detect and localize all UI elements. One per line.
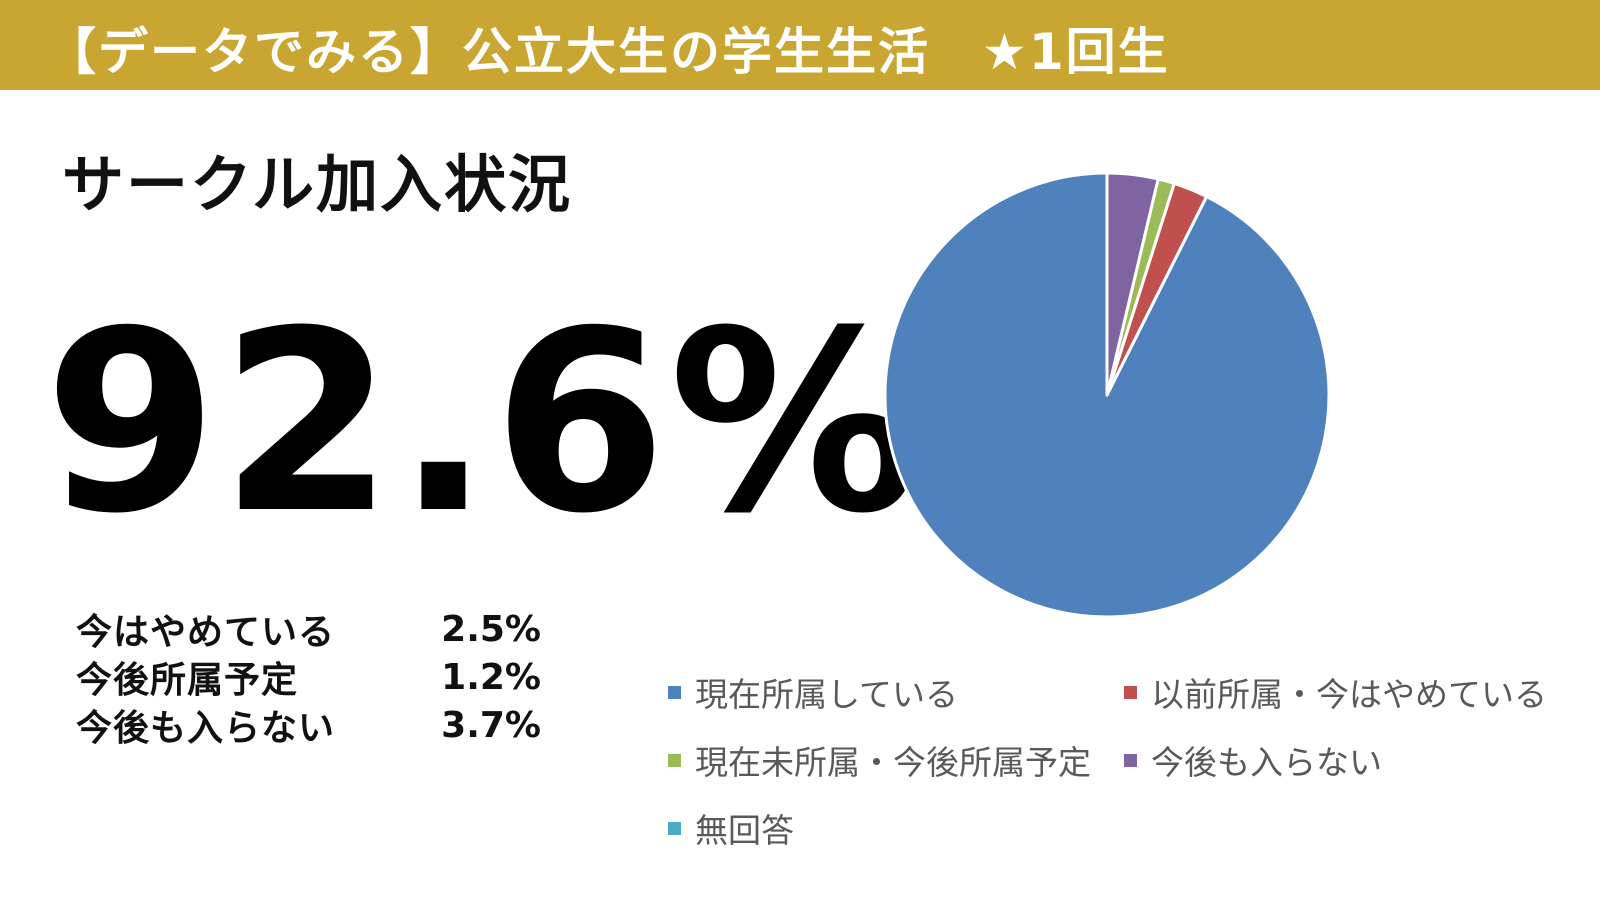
page-title: 【データでみる】公立大生の学生生活 ★1回生 bbox=[46, 23, 1170, 81]
legend-label: 無回答 bbox=[695, 811, 794, 850]
legend-swatch bbox=[1124, 685, 1137, 699]
legend-label: 現在所属している bbox=[695, 675, 959, 714]
stat-row: 今後所属予定 1.2% bbox=[76, 653, 541, 702]
legend-item-no-answer: 無回答 bbox=[668, 804, 794, 852]
header-bar: 【データでみる】公立大生の学生生活 ★1回生 bbox=[0, 0, 1600, 90]
stats-list: 今はやめている 2.5% 今後所属予定 1.2% 今後も入らない 3.7% bbox=[76, 605, 541, 750]
legend-item-currently-member: 現在所属している bbox=[668, 668, 958, 716]
legend-item-plan-to-join: 現在未所属・今後所属予定 bbox=[668, 736, 1091, 784]
legend-swatch bbox=[668, 821, 681, 835]
stat-value: 2.5% bbox=[441, 608, 541, 650]
headline-percentage: 92.6% bbox=[44, 277, 922, 568]
stat-label: 今はやめている bbox=[76, 612, 336, 653]
pie-slice-not-joining bbox=[1105, 171, 1160, 397]
legend-swatch bbox=[668, 685, 681, 699]
legend-swatch bbox=[668, 753, 681, 767]
legend-item-quit: 以前所属・今はやめている bbox=[1124, 668, 1547, 716]
stat-value: 3.7% bbox=[441, 704, 541, 746]
stat-row: 今後も入らない 3.7% bbox=[76, 701, 541, 750]
legend-label: 現在未所属・今後所属予定 bbox=[695, 743, 1091, 782]
stat-value: 1.2% bbox=[441, 656, 541, 698]
section-title: サークル加入状況 bbox=[62, 148, 573, 221]
stat-label: 今後も入らない bbox=[76, 708, 336, 749]
legend-label: 以前所属・今はやめている bbox=[1151, 675, 1547, 714]
legend-swatch bbox=[1124, 753, 1137, 767]
stat-row: 今はやめている 2.5% bbox=[76, 605, 541, 654]
legend-label: 今後も入らない bbox=[1151, 743, 1382, 782]
legend-item-not-joining: 今後も入らない bbox=[1124, 736, 1382, 784]
stat-label: 今後所属予定 bbox=[76, 660, 299, 701]
